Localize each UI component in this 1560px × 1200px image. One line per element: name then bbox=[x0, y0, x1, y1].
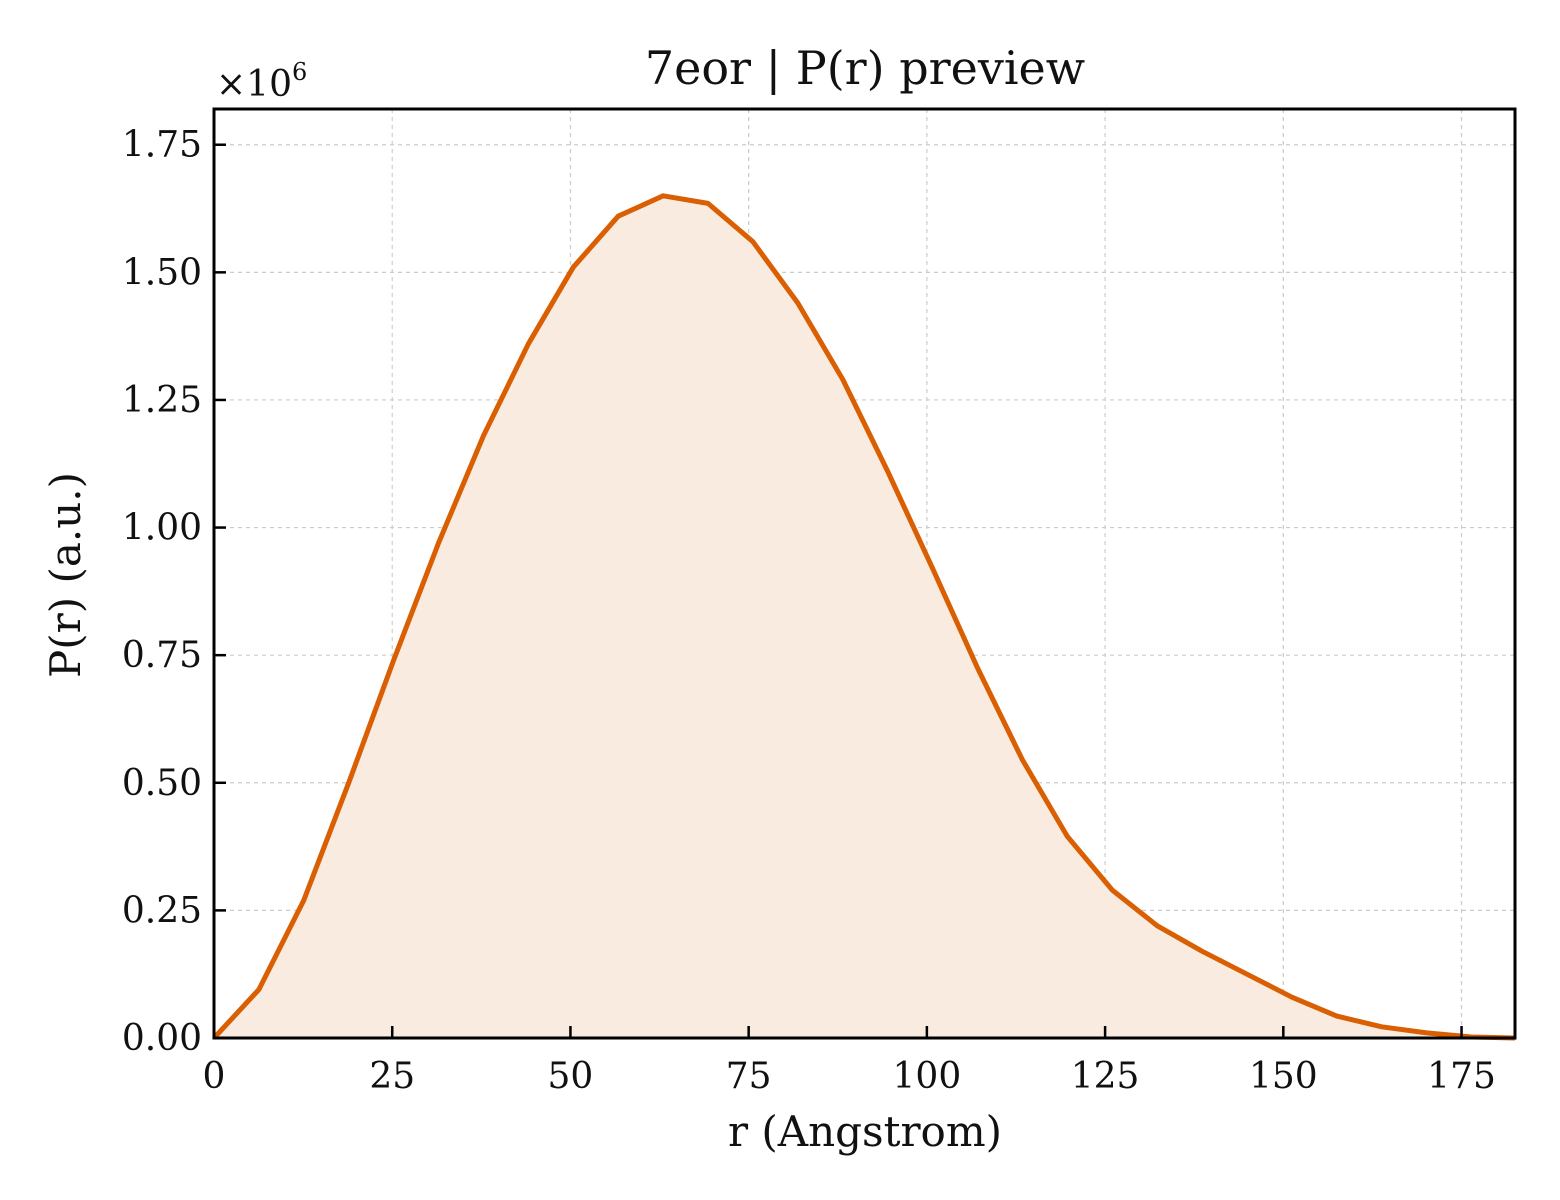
x-tick-label: 0 bbox=[203, 1056, 226, 1097]
y-tick-label: 0.00 bbox=[122, 1018, 202, 1059]
y-tick-label: 0.75 bbox=[122, 635, 202, 676]
x-tick-label: 150 bbox=[1249, 1056, 1318, 1097]
y-tick-label: 0.25 bbox=[122, 890, 202, 931]
axis-ticks: 0 25 50 75 100 125 150 175 0.00 0.25 0.50 0.75 1.00 1… bbox=[122, 125, 1496, 1097]
y-axis-multiplier: ×106 bbox=[216, 58, 307, 105]
x-tick-label: 50 bbox=[548, 1056, 594, 1097]
pr-area-fill bbox=[214, 195, 1515, 1039]
y-axis-label: P(r) (a.u.) bbox=[41, 472, 90, 678]
y-tick-label: 1.75 bbox=[122, 125, 202, 166]
x-tick-label: 25 bbox=[369, 1056, 415, 1097]
y-multiplier-exponent: 6 bbox=[292, 58, 307, 86]
y-tick-label: 1.25 bbox=[122, 380, 202, 421]
x-axis-label: r (Angstrom) bbox=[728, 1107, 1002, 1156]
pr-series-line bbox=[212, 193, 1516, 1041]
x-tick-label: 75 bbox=[726, 1056, 772, 1097]
y-tick-label: 1.00 bbox=[122, 508, 202, 549]
y-tick-label: 0.50 bbox=[122, 763, 202, 804]
x-tick-label: 175 bbox=[1427, 1056, 1496, 1097]
x-tick-label: 125 bbox=[1071, 1056, 1140, 1097]
x-tick-label: 100 bbox=[893, 1056, 962, 1097]
y-multiplier-base: ×10 bbox=[216, 64, 292, 105]
y-tick-label: 1.50 bbox=[122, 252, 202, 293]
plot-frame bbox=[212, 107, 1517, 1040]
chart-title: 7eor | P(r) preview bbox=[645, 41, 1085, 95]
